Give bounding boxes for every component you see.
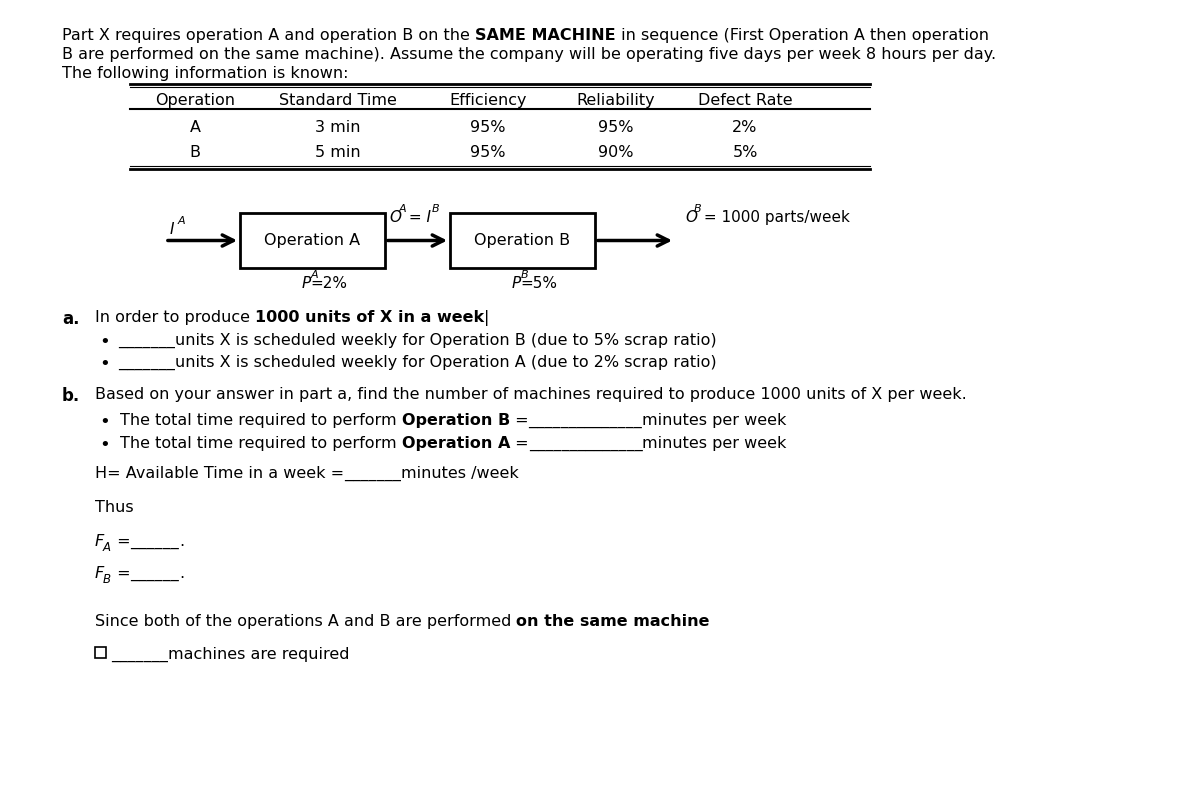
- Text: Operation B: Operation B: [474, 233, 570, 248]
- Text: =: =: [112, 534, 131, 549]
- Text: a.: a.: [62, 310, 79, 328]
- Text: =: =: [112, 566, 131, 581]
- Text: •: •: [100, 355, 110, 373]
- Text: units X is scheduled weekly for Operation B (due to 5% scrap ratio): units X is scheduled weekly for Operatio…: [175, 333, 716, 348]
- Text: =: =: [510, 436, 529, 451]
- Text: _______: _______: [112, 647, 168, 662]
- Text: P: P: [301, 276, 311, 291]
- Text: B: B: [432, 204, 439, 214]
- Text: Reliability: Reliability: [577, 93, 655, 108]
- Text: Based on your answer in part a, find the number of machines required to produce : Based on your answer in part a, find the…: [95, 387, 967, 402]
- Text: Thus: Thus: [95, 500, 133, 515]
- Text: 90%: 90%: [599, 145, 634, 160]
- Text: H= Available Time in a week =: H= Available Time in a week =: [95, 466, 344, 481]
- Text: •: •: [100, 333, 110, 351]
- Text: Efficiency: Efficiency: [449, 93, 527, 108]
- Text: .: .: [179, 534, 185, 549]
- Text: Operation B: Operation B: [402, 413, 510, 428]
- Text: A: A: [311, 270, 318, 280]
- Text: 95%: 95%: [599, 120, 634, 135]
- Text: Defect Rate: Defect Rate: [697, 93, 792, 108]
- Text: machines are required: machines are required: [168, 647, 349, 662]
- Text: minutes per week: minutes per week: [642, 413, 787, 428]
- Text: Standard Time: Standard Time: [280, 93, 397, 108]
- Text: Operation A: Operation A: [264, 233, 360, 248]
- Text: units X is scheduled weekly for Operation A (due to 2% scrap ratio): units X is scheduled weekly for Operatio…: [175, 355, 716, 370]
- Text: ______: ______: [131, 566, 179, 581]
- Text: =: =: [510, 413, 529, 428]
- Text: A: A: [103, 541, 112, 554]
- Text: F: F: [95, 534, 104, 549]
- Text: = 1000 parts/week: = 1000 parts/week: [698, 210, 850, 225]
- Bar: [240, 213, 385, 268]
- Text: ______________: ______________: [529, 413, 642, 428]
- Text: |: |: [485, 310, 490, 326]
- Text: A: A: [398, 204, 406, 214]
- Text: •: •: [100, 436, 110, 454]
- Text: I: I: [170, 222, 174, 238]
- Text: In order to produce: In order to produce: [95, 310, 256, 325]
- Text: =5%: =5%: [521, 276, 558, 291]
- Text: P: P: [511, 276, 521, 291]
- Text: B: B: [103, 573, 112, 586]
- Text: minutes /week: minutes /week: [401, 466, 518, 481]
- Text: =2%: =2%: [311, 276, 348, 291]
- Text: 1000 units of X in a week: 1000 units of X in a week: [256, 310, 485, 325]
- Text: 95%: 95%: [470, 120, 505, 135]
- Text: in sequence (First Operation A then operation: in sequence (First Operation A then oper…: [616, 28, 989, 43]
- Text: F: F: [95, 566, 104, 581]
- Text: _______: _______: [118, 355, 175, 370]
- Text: _______: _______: [344, 466, 401, 481]
- Text: B are performed on the same machine). Assume the company will be operating five : B are performed on the same machine). As…: [62, 47, 996, 62]
- Text: O: O: [390, 210, 402, 225]
- Text: = I: = I: [403, 210, 431, 225]
- Text: Operation: Operation: [155, 93, 235, 108]
- Bar: [450, 213, 595, 268]
- Text: B: B: [694, 204, 702, 214]
- Text: A: A: [190, 120, 200, 135]
- Text: The following information is known:: The following information is known:: [62, 66, 348, 81]
- Text: The total time required to perform: The total time required to perform: [120, 413, 402, 428]
- Text: B: B: [521, 270, 528, 280]
- Text: .: .: [179, 566, 185, 581]
- Text: Since both of the operations A and B are performed: Since both of the operations A and B are…: [95, 614, 516, 629]
- Bar: [95, 647, 106, 658]
- Text: •: •: [100, 413, 110, 431]
- Text: 5%: 5%: [732, 145, 757, 160]
- Text: ______: ______: [131, 534, 179, 549]
- Text: 2%: 2%: [732, 120, 757, 135]
- Text: minutes per week: minutes per week: [642, 436, 787, 451]
- Text: SAME MACHINE: SAME MACHINE: [475, 28, 616, 43]
- Text: 3 min: 3 min: [316, 120, 361, 135]
- Text: _______: _______: [118, 333, 175, 348]
- Text: The total time required to perform: The total time required to perform: [120, 436, 402, 451]
- Text: on the same machine: on the same machine: [516, 614, 710, 629]
- Text: 5 min: 5 min: [316, 145, 361, 160]
- Text: B: B: [190, 145, 200, 160]
- Text: 95%: 95%: [470, 145, 505, 160]
- Text: b.: b.: [62, 387, 80, 405]
- Text: Operation A: Operation A: [402, 436, 510, 451]
- Text: A: A: [178, 217, 186, 226]
- Text: ______________: ______________: [529, 436, 642, 451]
- Text: O: O: [685, 210, 697, 225]
- Text: Part X requires operation A and operation B on the: Part X requires operation A and operatio…: [62, 28, 475, 43]
